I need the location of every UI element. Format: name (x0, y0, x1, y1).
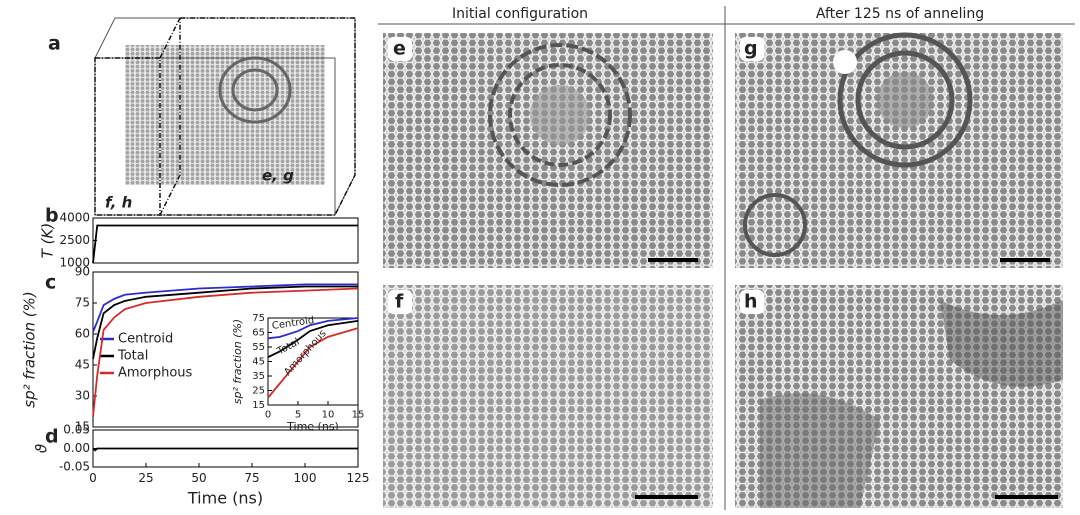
y-tick-label: 1000 (59, 256, 90, 270)
panel-label: g (744, 38, 758, 60)
image-labels (388, 37, 764, 314)
legend-label: Total (117, 349, 148, 364)
region-label: f, h (105, 194, 132, 212)
region-label: e, g (262, 167, 294, 185)
image-h (735, 285, 1063, 508)
panel-a-box (94, 17, 356, 216)
series-line (92, 285, 358, 359)
y-axis-label: ϑ (33, 444, 51, 453)
y-tick-label: 45 (75, 358, 90, 372)
y-tick-label: 15 (75, 420, 90, 434)
y-tick-label: 2500 (59, 233, 90, 247)
y-tick-label: 30 (75, 389, 90, 403)
y-tick-label: 75 (252, 313, 265, 324)
y-tick-label: 25 (252, 386, 265, 397)
panel-label: h (744, 291, 758, 313)
x-tick-label: 5 (295, 410, 301, 421)
legend-label: Centroid (118, 332, 173, 347)
x-tick-label: 50 (191, 471, 206, 485)
y-tick-label: 0.05 (63, 423, 90, 437)
series-line (267, 317, 359, 340)
series-line (92, 287, 359, 417)
y-tick-label: 55 (252, 342, 265, 353)
series-line (267, 327, 359, 399)
plot-frame (267, 317, 359, 406)
x-tick-label: 25 (138, 471, 153, 485)
column-header: Initial configuration (452, 6, 588, 22)
y-tick-label: 35 (252, 371, 265, 382)
x-tick-label: 15 (352, 410, 365, 421)
series-line (92, 283, 358, 333)
image-f (383, 285, 713, 508)
y-axis-label: sp² fraction (%) (21, 291, 39, 407)
x-tick-label: 125 (347, 471, 370, 485)
y-tick-label: 65 (252, 328, 265, 339)
series-line (267, 320, 359, 358)
panel-label: e (393, 38, 406, 60)
x-tick-label: 100 (294, 471, 317, 485)
x-tick-label: 75 (244, 471, 259, 485)
y-tick-label: 60 (75, 327, 90, 341)
x-axis-label: Time (ns) (187, 489, 263, 508)
image-g (735, 32, 1063, 268)
y-axis-label: T (K) (39, 223, 57, 258)
y-tick-label: 0.00 (63, 441, 90, 455)
panel-label: b (45, 205, 59, 227)
series-line (92, 224, 358, 264)
legend-label: Amorphous (118, 366, 193, 381)
y-tick-label: -0.05 (59, 460, 90, 474)
y-tick-label: 75 (75, 296, 90, 310)
column-header: After 125 ns of anneling (816, 6, 984, 22)
y-tick-label: 15 (252, 400, 265, 411)
panel-label: a (48, 33, 61, 55)
image-e (383, 33, 713, 268)
panel-label: f (395, 291, 404, 313)
panel-label: d (45, 426, 59, 448)
x-tick-label: 0 (265, 410, 271, 421)
y-axis-label: sp² fraction (%) (231, 319, 244, 404)
series-line (92, 447, 358, 452)
panel-label: c (45, 272, 56, 294)
y-tick-label: 4000 (59, 211, 90, 225)
y-tick-label: 45 (252, 357, 265, 368)
x-tick-label: 10 (322, 410, 335, 421)
x-tick-label: 0 (89, 471, 97, 485)
y-tick-label: 90 (75, 265, 90, 279)
